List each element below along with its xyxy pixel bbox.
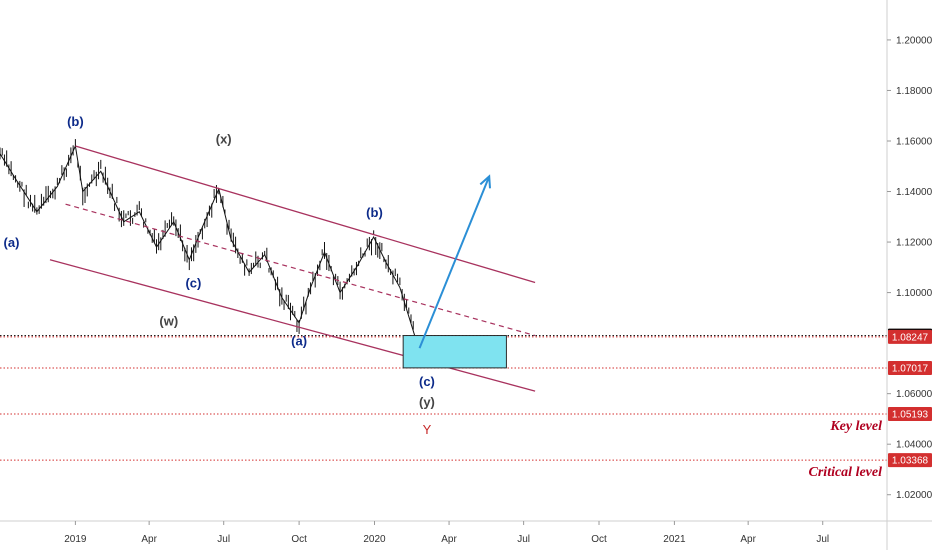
level-tag-label: 1.03368 [892, 456, 929, 467]
projection-arrow [418, 175, 491, 349]
price-axis: 1.20000 1.18000 1.16000 1.14000 1.12000 1.100… [886, 0, 932, 550]
time-tick-label: Apr [740, 534, 756, 545]
channel-midline [65, 203, 536, 337]
target-zone [402, 335, 507, 369]
projection-arrow-head [479, 174, 491, 189]
time-tick-label: Oct [591, 534, 607, 545]
level-tag-bg [888, 360, 932, 375]
wave-label: (w) [159, 313, 178, 328]
time-tick-label: Apr [441, 534, 457, 545]
wave-label: Y [423, 422, 432, 437]
price-tick-label: 1.02000 [896, 490, 932, 501]
price-tick-label: 1.18000 [896, 86, 932, 97]
level-price-tag: 1.05193 [888, 407, 932, 422]
time-tick-label: 2020 [363, 534, 386, 545]
level-tag-bg [888, 407, 932, 422]
level-price-tag: 1.07017 [888, 360, 932, 375]
level-tag-label: 1.08247 [892, 332, 929, 343]
wave-label: (b) [67, 114, 84, 129]
time-tick-label: 2021 [663, 534, 686, 545]
level-tag-bg [888, 329, 932, 344]
wave-label: (a) [4, 235, 20, 250]
level-tag-label: 1.05193 [892, 410, 929, 421]
channel-line [75, 145, 536, 284]
time-tick-label: Jul [816, 534, 829, 545]
level-annotation: Critical level [809, 465, 883, 480]
level-annotation: Key level [829, 419, 882, 434]
price-tick-label: 1.14000 [896, 187, 932, 198]
wave-label: (c) [419, 374, 435, 389]
wave-label: (a) [291, 334, 307, 349]
price-tick-label: 1.16000 [896, 136, 932, 147]
level-tag-bg [888, 453, 932, 468]
level-tag-label: 1.07017 [892, 363, 929, 374]
time-tick-label: Jul [217, 534, 230, 545]
time-tick-label: Apr [141, 534, 157, 545]
chart-marks: Key level Critical level (b) (x) (a) (c) (w) (a… [0, 114, 887, 480]
price-tick-label: 1.12000 [896, 238, 932, 249]
time-tick-label: 2019 [64, 534, 87, 545]
wave-label: (y) [419, 394, 435, 409]
wave-label: (x) [216, 132, 232, 147]
time-tick-label: Jul [517, 534, 530, 545]
level-price-tag: 1.08247 [888, 329, 932, 344]
price-tick-label: 1.20000 [896, 35, 932, 46]
wave-label: (b) [366, 205, 383, 220]
price-tick-label: 1.06000 [896, 389, 932, 400]
wave-label: (c) [185, 276, 201, 291]
time-axis: 2019 Apr Jul Oct 2020 Apr Jul Oct 2021 Apr Jul [0, 520, 932, 545]
price-tick-label: 1.10000 [896, 288, 932, 299]
time-tick-label: Oct [291, 534, 307, 545]
level-price-tag: 1.03368 [888, 453, 932, 468]
channel-line [49, 259, 536, 392]
price-tick-label: 1.04000 [896, 440, 932, 451]
